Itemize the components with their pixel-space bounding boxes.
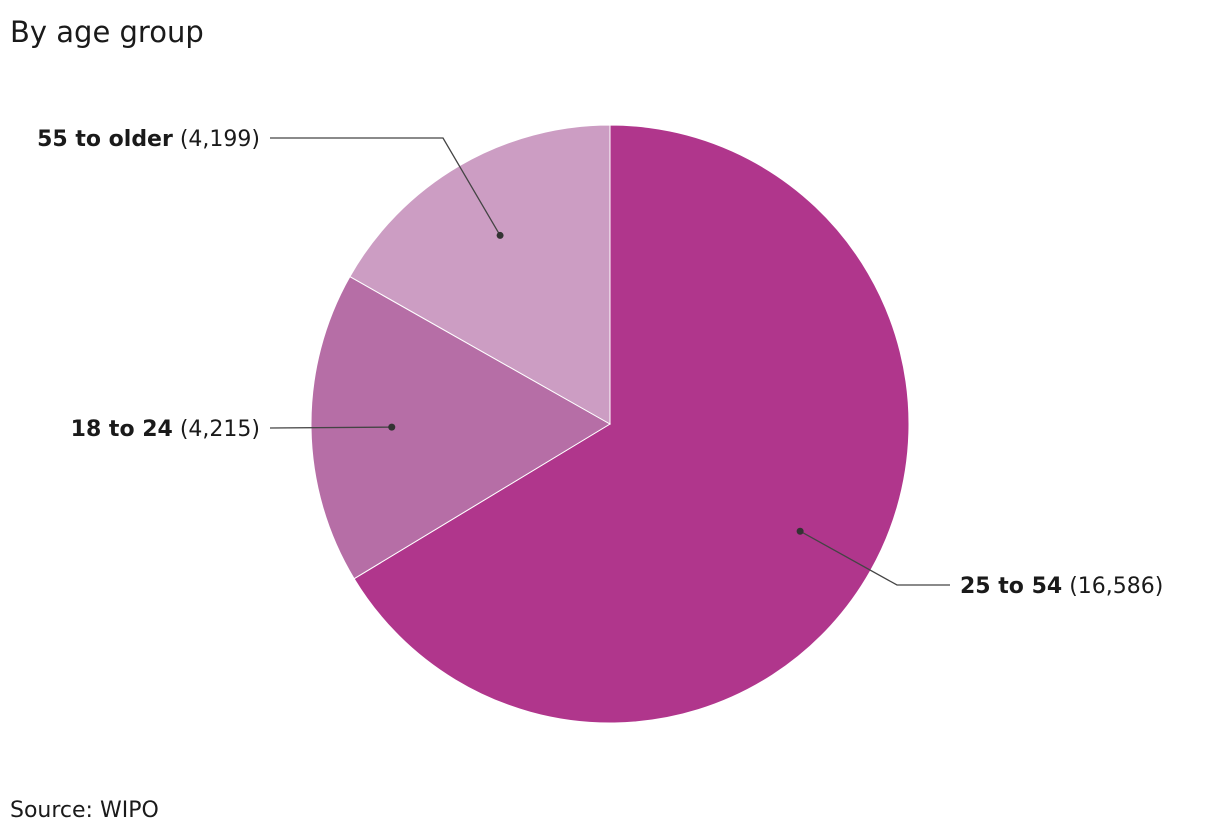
- source: Source: WIPO: [10, 798, 159, 823]
- leader-line: [799, 530, 950, 586]
- chart-title: By age group: [10, 15, 204, 49]
- label-name: 18 to 24: [71, 417, 173, 442]
- label-value: (4,215): [180, 417, 260, 442]
- leader-dot: [496, 231, 504, 239]
- slices: [310, 124, 910, 724]
- label-name: 25 to 54: [960, 574, 1062, 599]
- slice-label: 18 to 24 (4,215): [71, 417, 260, 442]
- leader-line: [269, 426, 392, 429]
- slice-label: 25 to 54 (16,586): [960, 574, 1163, 599]
- label-name: 55 to older: [37, 127, 173, 152]
- leader-dot: [796, 527, 804, 535]
- slice-label: 55 to older (4,199): [37, 127, 260, 152]
- leader-dot: [388, 423, 396, 431]
- label-value: (16,586): [1069, 574, 1163, 599]
- leader-line: [270, 137, 501, 236]
- label-value: (4,199): [180, 127, 260, 152]
